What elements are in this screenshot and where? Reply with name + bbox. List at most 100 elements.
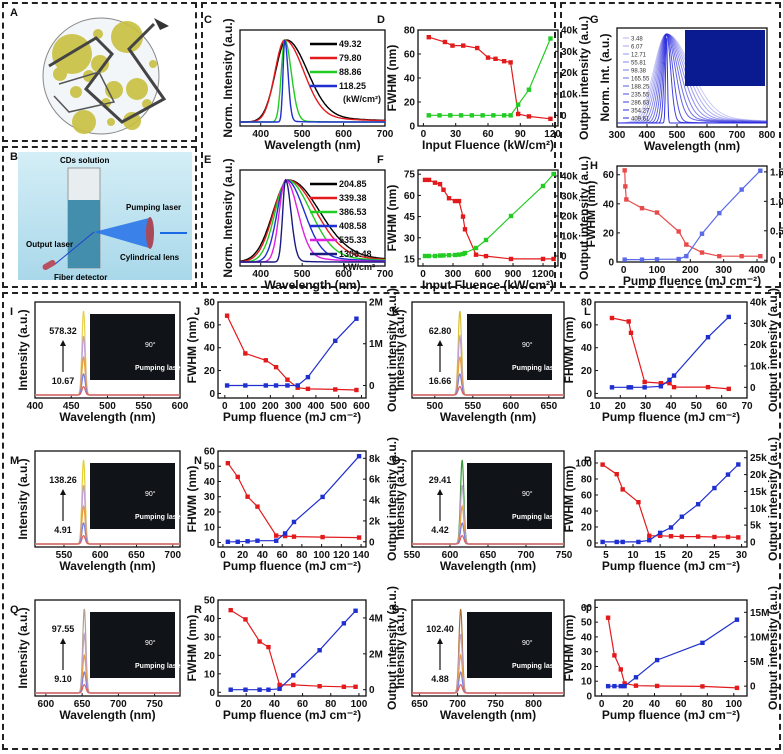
y-axis-label: FWHM (nm) [584, 181, 598, 248]
y2-tick-label: 2M [369, 649, 383, 660]
y2-tick-label: 0 [750, 383, 756, 394]
data-point [623, 184, 628, 189]
y-tick-label: 60 [404, 50, 416, 61]
x-tick-label: 30 [640, 401, 652, 412]
y2-tick-label: 10k [750, 504, 767, 515]
light-path-thin [53, 71, 116, 113]
x-axis-label: Pump fluence (mJ cm⁻²) [602, 410, 740, 424]
x-tick-label: 650 [128, 550, 145, 561]
y-tick-label: 0 [586, 692, 592, 703]
y-tick-label: 10 [581, 677, 593, 688]
x-tick-label: 300 [285, 401, 302, 412]
y2-tick-label: 10k [561, 232, 578, 243]
data-point [699, 250, 705, 255]
panel-label-o: O [392, 455, 401, 467]
chart-e: E 400 500 600 700 Wavelength (nm) Norm. Intens… [204, 154, 394, 292]
y2-tick-label: 0.5M [770, 226, 783, 237]
data-point [654, 210, 660, 215]
data-point [273, 364, 279, 370]
data-point [668, 534, 674, 539]
data-point [228, 687, 233, 692]
data-point [676, 229, 681, 234]
y2-tick-label: 30k [561, 192, 578, 203]
data-point [473, 245, 479, 251]
plot-frame [594, 450, 748, 548]
data-point [235, 474, 240, 480]
y2-tick-label: 15M [750, 608, 769, 619]
x-tick-label: 90 [515, 129, 527, 140]
y-tick-label: 50 [581, 618, 593, 629]
y-axis-label: FWHM (nm) [562, 466, 576, 533]
panel-label-c: C [204, 14, 212, 26]
x-tick-label: 600 [442, 550, 459, 561]
data-point [618, 683, 623, 689]
data-point [483, 237, 489, 243]
data-point [501, 113, 507, 118]
x-tick-label: 700 [110, 699, 127, 710]
x-tick-label: 10 [627, 550, 639, 561]
y2-tick-label: 20k [750, 340, 767, 351]
x-tick-label: 0 [621, 265, 627, 276]
annotation-high: 578.32 [49, 326, 77, 336]
arrow-icon [154, 18, 169, 30]
legend-label: 354.27 [631, 109, 650, 115]
x-tick-label: 0 [215, 699, 221, 710]
data-point [508, 60, 513, 65]
data-point [456, 198, 462, 204]
x-tick-label: 600 [475, 269, 492, 280]
y2-tick-label: 10M [750, 632, 769, 643]
y-axis-label: FWHM (nm) [562, 615, 576, 682]
x-tick-label: 120 [544, 129, 561, 140]
data-point [515, 102, 521, 107]
data-point [317, 684, 322, 689]
y-tick-label: 0 [608, 258, 614, 269]
y2-tick-label: 4M [369, 613, 383, 624]
spectrum-line [239, 179, 385, 263]
x-tick-label: 500 [669, 130, 686, 141]
data-point [605, 615, 611, 620]
y-tick-label: 40 [581, 632, 593, 643]
inset-pump-label: Pumping laser [512, 514, 561, 521]
data-point [620, 487, 625, 492]
y-tick-label: 45 [404, 212, 416, 223]
x-tick-label: 20 [682, 550, 694, 561]
x-tick-label: 100 [351, 699, 368, 710]
spectrum-line [617, 38, 767, 124]
data-point [654, 657, 660, 663]
plot-frame [34, 599, 181, 697]
spectrum-line [412, 385, 564, 396]
cylindrical-lens-label: Cylindrical lens [120, 253, 180, 262]
inset-photo [90, 314, 175, 380]
y-axis-label: Norm. Intensity (a.u.) [221, 18, 235, 137]
y2-tick-label: 15k [750, 487, 767, 498]
chart-k: K 500 550 600 650 Wavelength (nm) Intensity (a… [392, 301, 565, 424]
x-axis-label: Wavelength (nm) [440, 708, 536, 722]
x-tick-label: 0 [222, 401, 228, 412]
data-point [739, 187, 744, 192]
x-tick-label: 700 [164, 550, 181, 561]
data-point [633, 675, 639, 680]
x-tick-label: 40 [665, 401, 677, 412]
y-axis-label: Norm. Int. (a.u.) [598, 34, 612, 122]
plot-frame [594, 599, 748, 697]
inset-photo [467, 463, 552, 529]
data-point [320, 494, 325, 500]
data-point [624, 197, 629, 202]
annotation-low: 10.67 [52, 376, 75, 386]
panel-b-setup: B CDs solution Pumping laser Output lase… [10, 151, 192, 282]
data-point [274, 533, 279, 538]
y-axis-label: FWHM (nm) [185, 317, 199, 384]
spectrum-line [240, 39, 385, 123]
panel-b-label: B [10, 151, 18, 163]
x-axis-label: Pump fluence (mJ cm⁻²) [602, 559, 740, 573]
data-point [483, 253, 489, 259]
spectrum-line [35, 683, 180, 694]
x-tick-label: 0 [421, 129, 427, 140]
y2-tick-label: 2M [369, 298, 383, 309]
data-point [622, 168, 627, 173]
y-tick-label: 0 [409, 122, 415, 133]
data-point [437, 113, 442, 118]
data-point [515, 111, 521, 117]
